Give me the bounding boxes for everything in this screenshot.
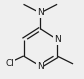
Text: N: N bbox=[37, 62, 44, 71]
Text: N: N bbox=[37, 8, 44, 17]
Text: N: N bbox=[54, 35, 60, 44]
Text: Cl: Cl bbox=[6, 59, 15, 68]
